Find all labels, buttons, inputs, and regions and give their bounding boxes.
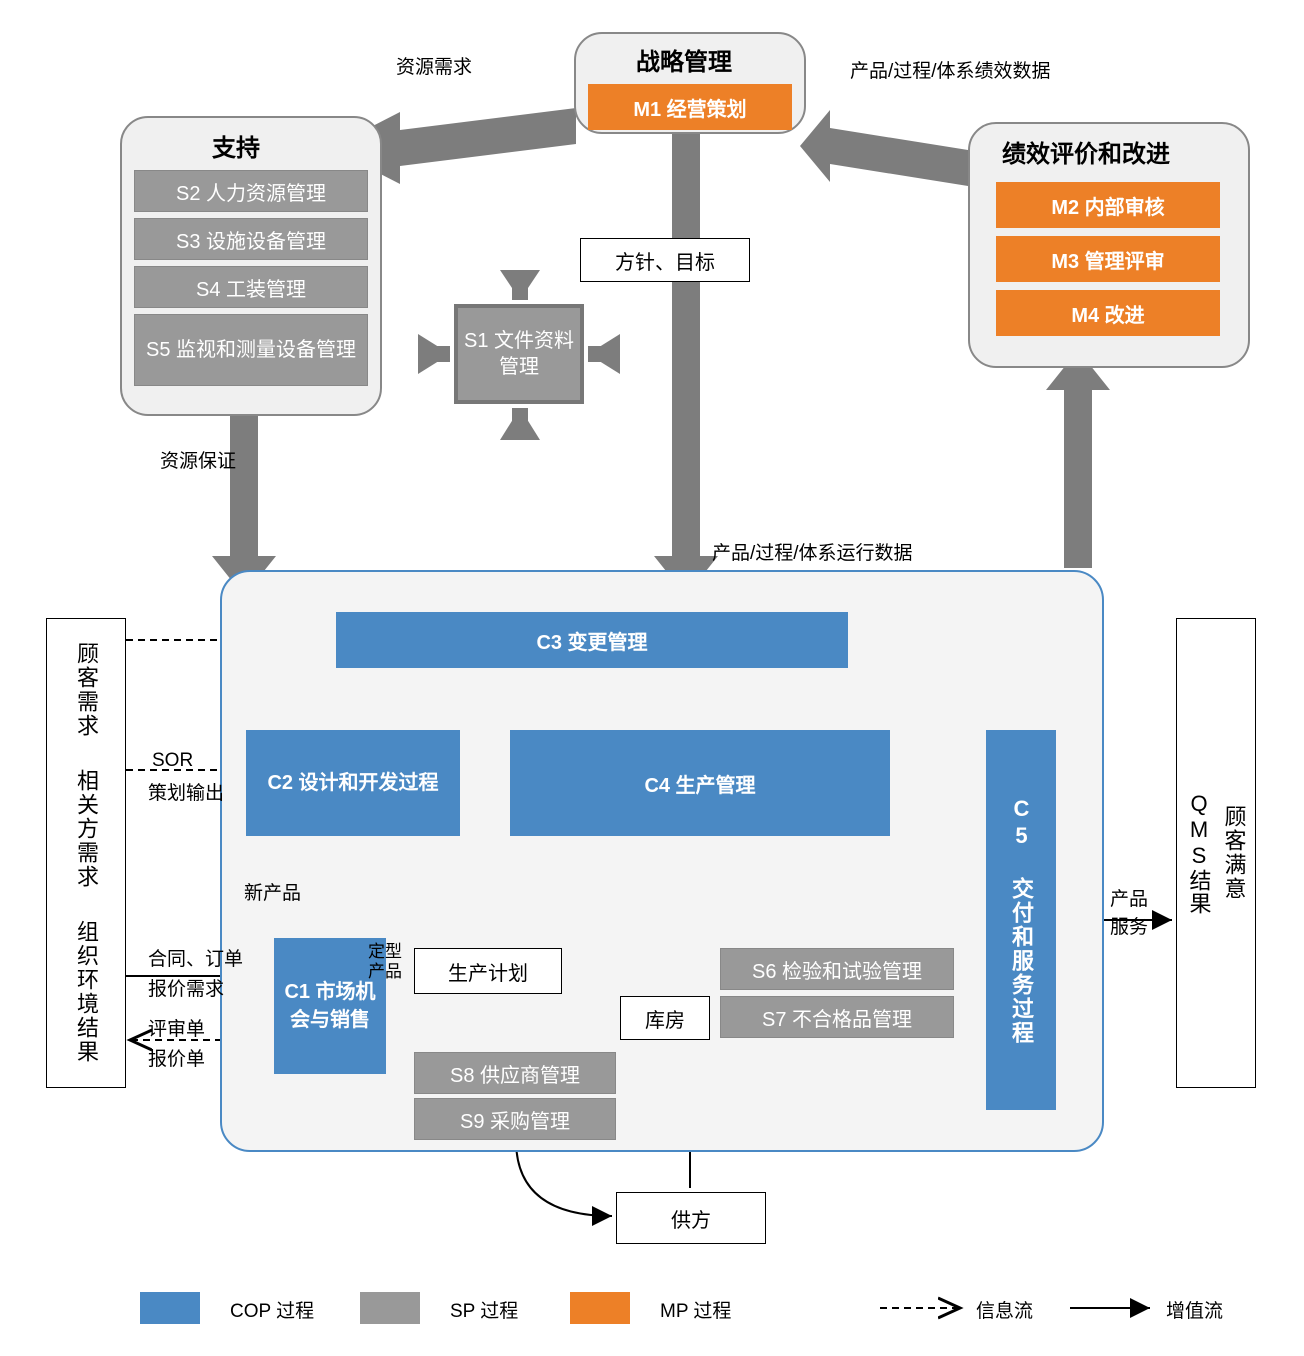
legend-cop-swatch bbox=[140, 1292, 200, 1324]
legend-info: 信息流 bbox=[976, 1296, 1033, 1323]
label-prod: 产品 bbox=[1110, 884, 1148, 911]
perf-title: 绩效评价和改进 bbox=[1002, 134, 1170, 169]
c4-box: C4 生产管理 bbox=[510, 730, 890, 836]
label-plan-output: 策划输出 bbox=[148, 778, 224, 805]
s2-box: S2 人力资源管理 bbox=[134, 170, 368, 212]
label-perf-data: 产品/过程/体系绩效数据 bbox=[850, 56, 1051, 83]
label-sor: SOR bbox=[152, 750, 193, 772]
right-output-box: QMS结果 顾客满意 bbox=[1176, 618, 1256, 1088]
support-title: 支持 bbox=[212, 128, 260, 163]
left-input-box: 顾客需求 相关方需求 组织环境结果 bbox=[46, 618, 126, 1088]
m1-box: M1 经营策划 bbox=[588, 84, 792, 130]
label-quote: 报价单 bbox=[148, 1044, 205, 1071]
m3-box: M3 管理评审 bbox=[996, 236, 1220, 282]
s6-box: S6 检验和试验管理 bbox=[720, 948, 954, 990]
label-finalized1: 定型产品 bbox=[368, 942, 408, 983]
c5-label: C5 交付和服务过程 bbox=[1005, 796, 1037, 1045]
s8-box: S8 供应商管理 bbox=[414, 1052, 616, 1094]
s7-box: S7 不合格品管理 bbox=[720, 996, 954, 1038]
label-new-product: 新产品 bbox=[244, 878, 301, 905]
s5-box: S5 监视和测量设备管理 bbox=[134, 314, 368, 386]
c5-box: C5 交付和服务过程 bbox=[986, 730, 1056, 1110]
s1-box: S1 文件资料管理 bbox=[454, 304, 584, 404]
right-r2: 顾客满意 bbox=[1218, 805, 1250, 901]
s9-box: S9 采购管理 bbox=[414, 1098, 616, 1140]
fangzhen-box: 方针、目标 bbox=[580, 238, 750, 282]
legend-value: 增值流 bbox=[1166, 1296, 1223, 1323]
label-serv: 服务 bbox=[1110, 912, 1148, 939]
label-resource-req: 资源需求 bbox=[396, 52, 472, 79]
label-resource-guarantee: 资源保证 bbox=[160, 446, 236, 473]
m2-box: M2 内部审核 bbox=[996, 182, 1220, 228]
legend-mp: MP 过程 bbox=[660, 1296, 731, 1323]
label-contract: 合同、订单 bbox=[148, 944, 243, 971]
legend-cop: COP 过程 bbox=[230, 1296, 314, 1323]
legend-sp-swatch bbox=[360, 1292, 420, 1324]
strategy-title: 战略管理 bbox=[636, 42, 732, 77]
plan-box: 生产计划 bbox=[414, 948, 562, 994]
s4-box: S4 工装管理 bbox=[134, 266, 368, 308]
diagram-canvas: 战略管理 M1 经营策划 资源需求 产品/过程/体系绩效数据 方针、目标 支持 … bbox=[0, 0, 1304, 1356]
left-l1: 顾客需求 bbox=[70, 642, 102, 738]
c3-box: C3 变更管理 bbox=[336, 612, 848, 668]
m4-box: M4 改进 bbox=[996, 290, 1220, 336]
legend-mp-swatch bbox=[570, 1292, 630, 1324]
left-l2: 相关方需求 bbox=[70, 769, 102, 889]
c2-box: C2 设计和开发过程 bbox=[246, 730, 460, 836]
right-r1: QMS结果 bbox=[1183, 791, 1215, 915]
supplier-box: 供方 bbox=[616, 1192, 766, 1244]
label-quote-req: 报价需求 bbox=[148, 974, 224, 1001]
legend-sp: SP 过程 bbox=[450, 1296, 518, 1323]
left-l3: 组织环境结果 bbox=[70, 920, 102, 1064]
label-run-data: 产品/过程/体系运行数据 bbox=[712, 538, 913, 565]
s3-box: S3 设施设备管理 bbox=[134, 218, 368, 260]
warehouse-box: 库房 bbox=[620, 996, 710, 1040]
label-review: 评审单 bbox=[148, 1014, 205, 1041]
